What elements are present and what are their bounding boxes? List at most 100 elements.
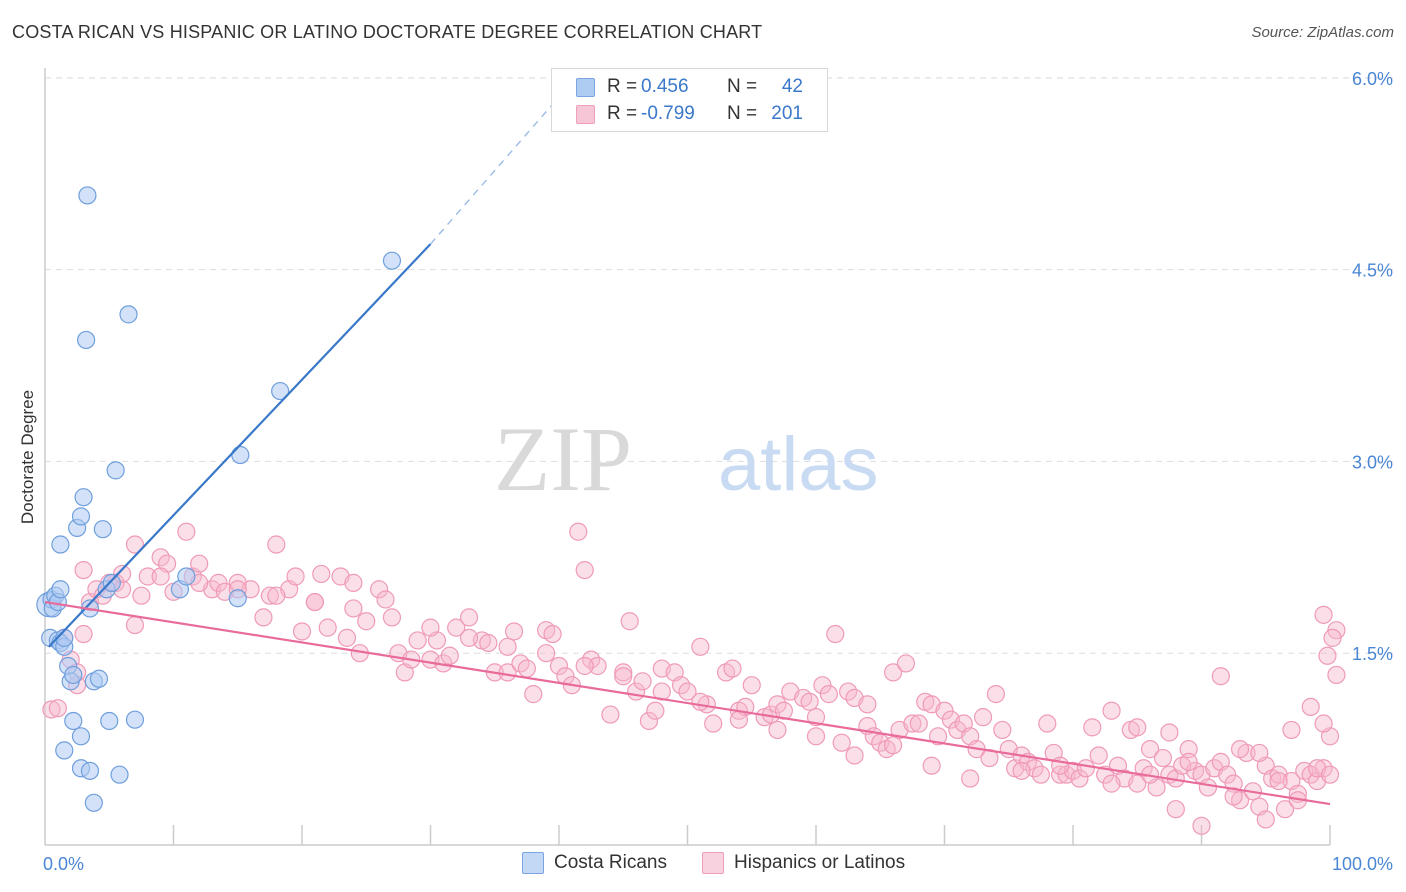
hispanic-point [993, 720, 1012, 740]
x-tick-label-start: 0.0% [43, 854, 84, 874]
hispanic-point [376, 590, 395, 609]
hispanic-point [704, 714, 723, 733]
gridlines [45, 77, 1395, 654]
hispanic-point [813, 676, 832, 695]
costa-rican-points [36, 186, 402, 812]
hispanic-point [267, 586, 286, 605]
hispanic-point [614, 663, 633, 682]
hispanic-point [1102, 774, 1121, 793]
hispanic-point [440, 646, 459, 665]
costa-rican-trend-line [48, 243, 432, 648]
hispanic-point [479, 633, 498, 653]
hispanic-point [408, 631, 427, 650]
hispanic-point [1160, 723, 1179, 742]
hispanic-point [806, 727, 826, 746]
hispanic-point [125, 535, 145, 554]
hispanic-point [845, 746, 864, 765]
hispanic-point [1211, 667, 1230, 686]
legend-item-costa-ricans[interactable]: Costa Ricans [522, 852, 667, 874]
costa-rican-point [110, 765, 129, 784]
hispanic-point [357, 612, 376, 631]
r-label: R = [607, 76, 638, 97]
y-tick-label: 3.0% [1352, 452, 1393, 472]
hispanic-point [1179, 752, 1198, 771]
hispanic-point [138, 567, 157, 586]
costa-rican-point [231, 445, 250, 465]
hispanic-point [639, 711, 659, 731]
hispanic-point [1012, 761, 1031, 780]
hispanic-point [517, 659, 536, 678]
n-value: 201 [771, 103, 803, 124]
hispanic-point [883, 663, 903, 682]
hispanic-point [421, 618, 440, 637]
costa-rican-trend-extension [429, 96, 560, 245]
costa-rican-point [77, 330, 96, 350]
hispanic-point [459, 608, 479, 627]
hispanic-point [1256, 810, 1275, 829]
hispanic-point [318, 618, 337, 637]
hispanic-point [806, 708, 826, 727]
hispanic-point [601, 705, 620, 724]
r-value: 0.456 [641, 76, 689, 97]
hispanic-point [74, 560, 93, 580]
hispanic-point [614, 667, 633, 686]
hispanic-points [42, 522, 1346, 835]
hispanic-point [1230, 740, 1250, 759]
hispanic-point [344, 573, 363, 592]
hispanic-point [267, 535, 286, 554]
hispanic-point [209, 573, 228, 592]
costa-rican-point [125, 710, 145, 729]
hispanic-point [1083, 718, 1102, 737]
hispanic-point [1250, 743, 1269, 763]
legend-label: Hispanics or Latinos [734, 852, 906, 873]
hispanic-point [125, 615, 145, 635]
hispanic-point [832, 733, 851, 752]
hispanic-point [549, 656, 569, 676]
hispanic-point [1320, 765, 1340, 784]
costa-rican-point [93, 520, 112, 539]
hispanic-point [1275, 800, 1295, 819]
costa-rican-point [382, 251, 402, 270]
blue-swatch [522, 852, 544, 874]
hispanic-point [909, 714, 928, 733]
hispanic-point [1327, 665, 1346, 685]
r-value: -0.799 [641, 103, 695, 124]
costa-rican-point [89, 669, 109, 688]
y-tick-label: 4.5% [1352, 261, 1393, 281]
hispanic-point [1301, 697, 1320, 717]
hispanic-point [537, 644, 556, 663]
hispanic-point [896, 654, 916, 673]
legend-label: Costa Ricans [554, 852, 667, 873]
hispanic-point [973, 708, 993, 727]
hispanic-point [177, 522, 196, 541]
hispanic-point [826, 624, 845, 644]
hispanic-point [723, 659, 742, 678]
costa-rican-point [78, 186, 97, 205]
hispanic-point [260, 586, 279, 605]
hispanic-point [858, 695, 877, 714]
hispanic-point [588, 656, 607, 676]
hispanic-point [935, 701, 954, 720]
costa-rican-point [100, 711, 119, 731]
hispanic-point [742, 676, 761, 695]
hispanic-point [286, 567, 305, 586]
hispanic-point [961, 769, 980, 788]
hispanic-point [42, 700, 61, 719]
chart-source: Source: ZipAtlas.com [1251, 24, 1394, 41]
hispanic-point [800, 692, 819, 711]
hispanic-point [1179, 740, 1198, 759]
hispanic-point [903, 714, 922, 733]
hispanic-point [1076, 759, 1095, 778]
hispanic-point [569, 522, 588, 541]
hispanic-point [1128, 718, 1147, 737]
hispanic-point [312, 564, 331, 584]
hispanic-point [729, 710, 749, 729]
hispanic-point [292, 622, 312, 641]
costa-rican-point [51, 580, 70, 599]
costa-rican-point [102, 573, 121, 592]
tick-labels: 1.5% 3.0% 4.5% 6.0% 0.0% 100.0% [43, 69, 1393, 874]
hispanic-point [382, 608, 402, 627]
correlation-legend: R = 0.456 N = 42 R = -0.799 N = 201 [551, 68, 828, 132]
costa-rican-point [71, 727, 91, 746]
legend-item-hispanics[interactable]: Hispanics or Latinos [702, 852, 905, 874]
